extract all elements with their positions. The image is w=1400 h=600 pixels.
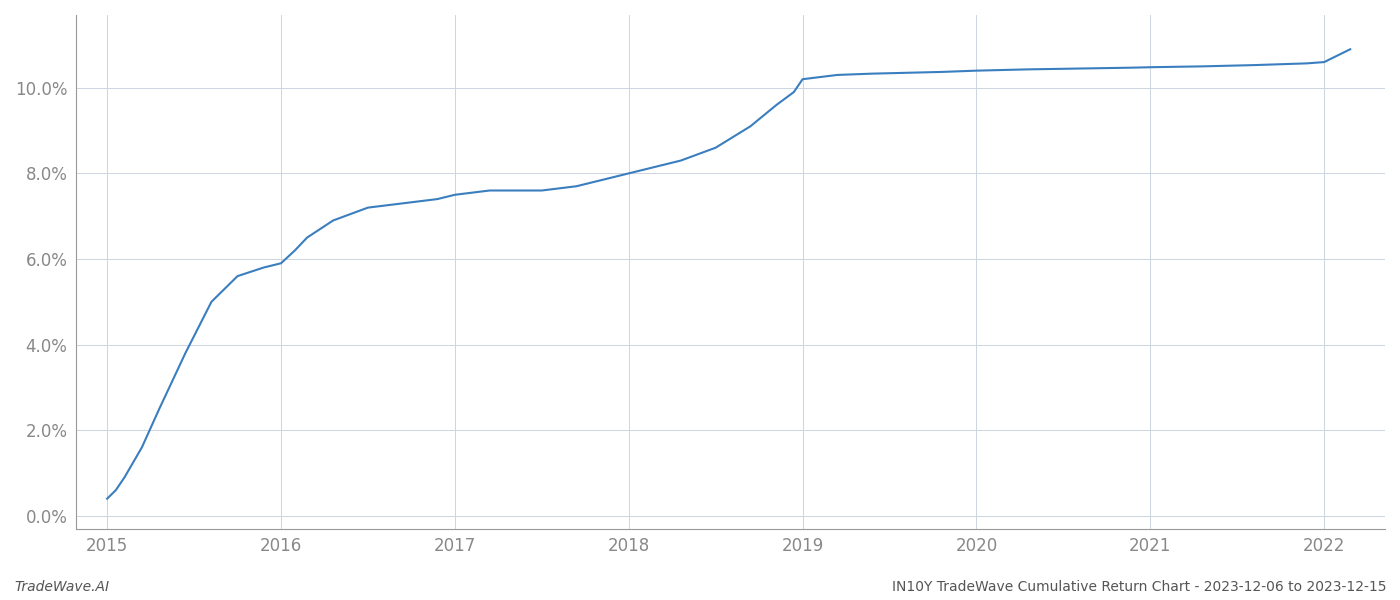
Text: TradeWave.AI: TradeWave.AI [14, 580, 109, 594]
Text: IN10Y TradeWave Cumulative Return Chart - 2023-12-06 to 2023-12-15: IN10Y TradeWave Cumulative Return Chart … [892, 580, 1386, 594]
